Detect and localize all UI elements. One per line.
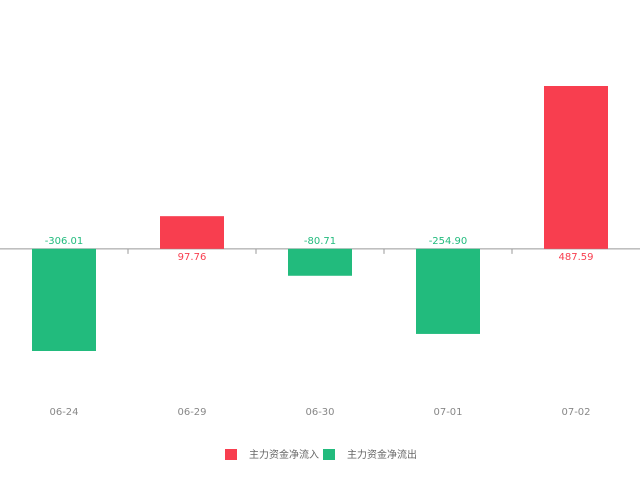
data-label: -80.71 [304, 236, 336, 247]
data-label: 97.76 [178, 252, 207, 263]
legend-swatch [323, 449, 335, 460]
data-label: -306.01 [45, 236, 84, 247]
bar [160, 216, 224, 249]
x-tick-label: 06-29 [177, 407, 206, 418]
legend-swatch [225, 449, 237, 460]
x-tick-label: 07-01 [433, 407, 462, 418]
x-tick-label: 06-24 [49, 407, 78, 418]
data-label: 487.59 [559, 252, 594, 263]
bar [32, 248, 96, 351]
legend-label: 主力资金净流出 [347, 448, 417, 461]
bar [416, 248, 480, 334]
data-label: -254.90 [429, 236, 468, 247]
x-tick-label: 06-30 [305, 407, 334, 418]
bar [288, 248, 352, 276]
x-tick-label: 07-02 [561, 407, 590, 418]
legend-label: 主力资金净流入 [249, 448, 319, 461]
bar [544, 86, 608, 249]
